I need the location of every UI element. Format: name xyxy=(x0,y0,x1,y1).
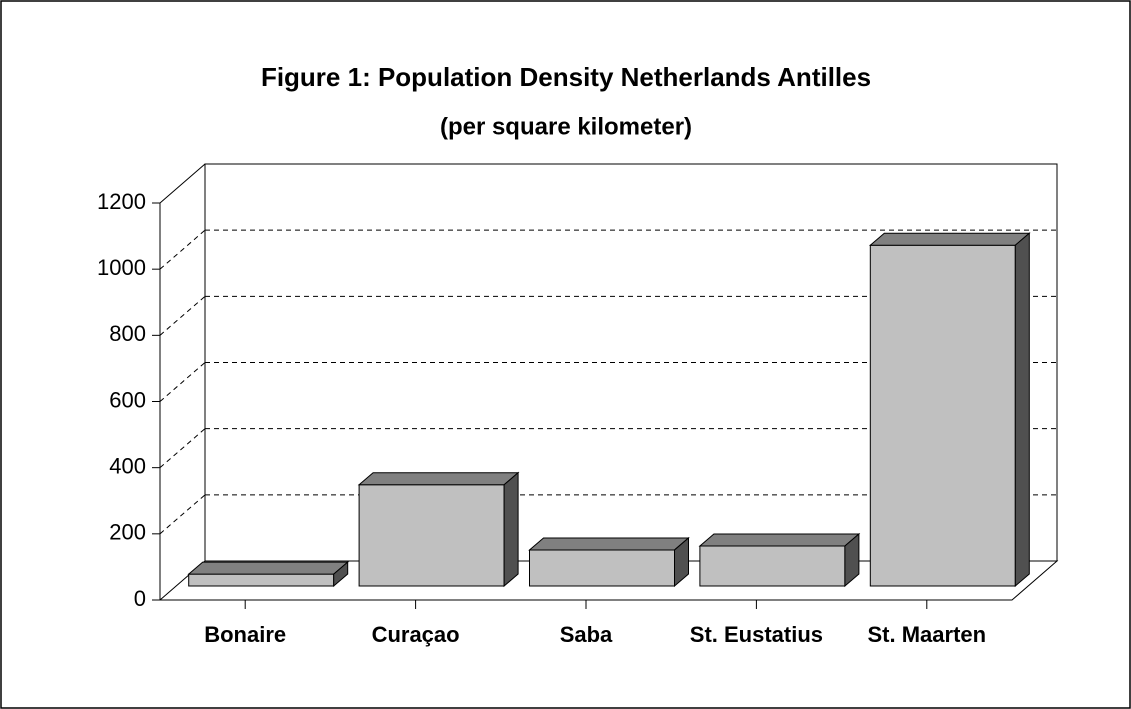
bar-front xyxy=(188,573,335,587)
bar xyxy=(357,471,520,588)
y-tick-label: 1200 xyxy=(97,189,146,214)
grid-line-side xyxy=(159,295,206,336)
bar-top xyxy=(528,537,690,551)
x-tick-label: Curaçao xyxy=(372,622,460,647)
y-tick-label: 200 xyxy=(109,520,146,545)
bar-top xyxy=(868,232,1031,246)
bar xyxy=(528,536,690,588)
x-tick-label: St. Maarten xyxy=(868,622,987,647)
grid-line-side xyxy=(159,494,206,535)
y-tick-label: 600 xyxy=(109,387,146,412)
x-tick-label: Bonaire xyxy=(204,622,286,647)
y-tick-label: 0 xyxy=(134,586,146,611)
grid-line-side xyxy=(159,428,206,469)
grid-line-side xyxy=(159,229,206,270)
left-wall-top xyxy=(159,163,206,204)
bar xyxy=(868,232,1031,588)
y-tick-label: 800 xyxy=(109,321,146,346)
bar-top xyxy=(357,472,520,486)
x-tick-label: Saba xyxy=(560,622,613,647)
bar-front xyxy=(529,549,675,587)
bar xyxy=(187,561,350,588)
chart-subtitle: (per square kilometer) xyxy=(440,113,692,140)
x-tick-label: St. Eustatius xyxy=(690,622,823,647)
y-tick-label: 400 xyxy=(109,453,146,478)
grid-line-side xyxy=(159,362,206,402)
bar-side xyxy=(503,471,519,588)
bar-front xyxy=(699,545,846,587)
bar-top xyxy=(187,561,350,575)
bar-side xyxy=(844,532,860,588)
bar-top xyxy=(698,533,861,547)
chart-title: Figure 1: Population Density Netherlands… xyxy=(261,62,871,92)
bar xyxy=(698,532,861,588)
bar-front xyxy=(358,484,505,587)
bar-side xyxy=(333,561,349,588)
bar-front xyxy=(869,244,1016,587)
bar-side xyxy=(1014,232,1030,588)
y-tick-label: 1000 xyxy=(97,255,146,280)
bar-side xyxy=(674,536,689,588)
